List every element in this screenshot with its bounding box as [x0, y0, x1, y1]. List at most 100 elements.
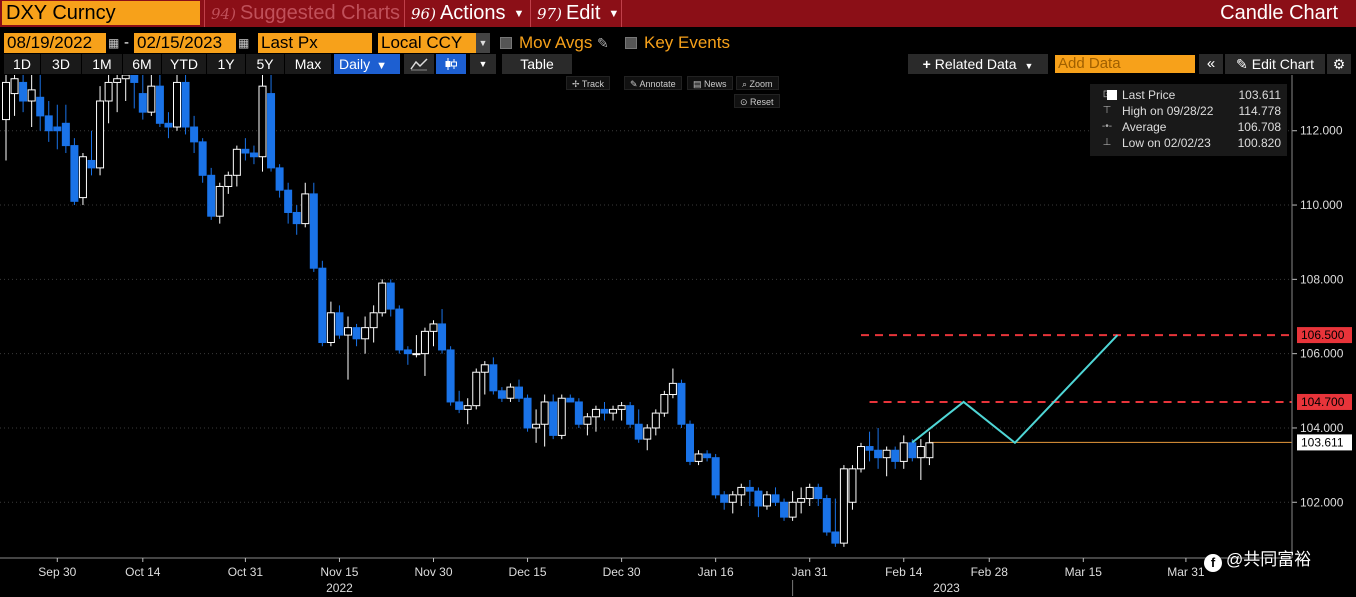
candle-body: [438, 323, 447, 351]
key-events-label[interactable]: Key Events: [644, 33, 730, 52]
annotate-icon: ✎: [630, 79, 640, 89]
candle-body: [2, 81, 10, 121]
candle-body: [480, 364, 489, 373]
candle-body: [771, 494, 780, 503]
down-candle: [720, 491, 729, 510]
edit-menu[interactable]: 97) Edit ▼: [530, 0, 622, 27]
candle-body: [403, 349, 412, 355]
legend-label: Average: [1122, 120, 1167, 134]
x-tick-label: Mar 15: [1065, 565, 1103, 579]
candle-body: [241, 148, 250, 154]
up-candle: [215, 182, 224, 224]
menu-label: Suggested Charts: [239, 2, 401, 24]
up-candle: [27, 75, 36, 128]
down-candle: [335, 305, 344, 339]
table-button[interactable]: Table: [502, 54, 572, 74]
candle-body: [720, 494, 729, 503]
down-candle: [53, 104, 62, 150]
reset-button[interactable]: ⊙ Reset: [734, 94, 780, 108]
up-candle: [762, 491, 771, 510]
candle-body: [506, 386, 515, 399]
key-events-checkbox[interactable]: [625, 37, 637, 49]
down-candle: [292, 205, 301, 235]
candle-body: [207, 174, 216, 217]
top-toolbar: [0, 0, 1356, 27]
candle-chart-icon[interactable]: [436, 54, 466, 74]
period-max-button[interactable]: Max: [285, 54, 331, 74]
zoom-button[interactable]: ⌕ Zoom: [736, 76, 779, 90]
legend-row-high: ⊤ High on 09/28/22 114.778: [1090, 103, 1287, 119]
frequency-select[interactable]: Daily ▼: [334, 54, 400, 74]
ticker-input[interactable]: DXY Curncy: [2, 1, 200, 25]
field-select[interactable]: Last Px: [258, 33, 372, 53]
menu-label: Actions: [439, 2, 506, 24]
chevron-down-icon: ▼: [376, 60, 388, 72]
suggested-charts-menu[interactable]: 94) Suggested Charts: [204, 0, 402, 27]
down-candle: [515, 379, 523, 402]
x-tick-label: Mar 31: [1167, 565, 1205, 579]
down-candle: [138, 75, 147, 120]
candle-body: [805, 486, 814, 500]
candle-body: [591, 408, 600, 418]
dropdown-arrow-icon: ▼: [513, 8, 525, 20]
candle-body: [78, 156, 87, 199]
up-candle: [113, 75, 122, 113]
mov-avgs-label[interactable]: Mov Avgs: [519, 33, 593, 52]
line-chart-glyph: [410, 58, 428, 71]
pencil-icon[interactable]: ✎: [597, 35, 609, 51]
up-candle: [857, 442, 865, 473]
chart-type-dropdown-icon[interactable]: ▼: [470, 54, 496, 74]
end-date-input[interactable]: 02/15/2023: [134, 33, 236, 53]
up-candle: [78, 153, 87, 206]
settings-gear-icon[interactable]: ⚙: [1327, 54, 1351, 74]
news-button[interactable]: ▤ News: [687, 76, 733, 90]
candle-body: [19, 81, 28, 102]
period-6m-button[interactable]: 6M: [123, 54, 161, 74]
line-chart-icon[interactable]: [404, 54, 434, 74]
down-candle: [44, 101, 53, 142]
calendar-icon[interactable]: ▦: [108, 36, 120, 50]
period-3d-button[interactable]: 3D: [41, 54, 81, 74]
edit-chart-button[interactable]: ✎ Edit Chart: [1225, 54, 1325, 74]
down-candle: [523, 394, 532, 432]
mov-avgs-checkbox[interactable]: [500, 37, 512, 49]
down-candle: [19, 75, 28, 113]
period-1y-button[interactable]: 1Y: [207, 54, 245, 74]
period-5y-button[interactable]: 5Y: [246, 54, 284, 74]
down-candle: [566, 394, 575, 403]
start-date-input[interactable]: 08/19/2022: [4, 33, 106, 53]
candle-body: [574, 401, 583, 425]
candle-body: [27, 89, 36, 102]
collapse-left-icon[interactable]: «: [1199, 54, 1223, 74]
x-tick-label: Feb 28: [971, 565, 1009, 579]
candle-body: [899, 442, 908, 462]
candle-body: [292, 211, 301, 225]
calendar-icon[interactable]: ▦: [238, 36, 250, 50]
candle-body: [138, 93, 147, 113]
currency-dropdown-icon[interactable]: ▼: [476, 33, 490, 53]
actions-menu[interactable]: 96) Actions ▼: [404, 0, 528, 27]
add-data-input[interactable]: Add Data: [1055, 55, 1195, 73]
candle-body: [848, 468, 857, 503]
x-tick-label: Oct 31: [228, 565, 264, 579]
down-candle: [549, 394, 558, 440]
candle-body: [190, 126, 199, 143]
period-ytd-button[interactable]: YTD: [162, 54, 206, 74]
legend-label: High on 09/28/22: [1122, 104, 1214, 118]
period-1d-button[interactable]: 1D: [4, 54, 40, 74]
related-data-menu[interactable]: + Related Data ▼: [908, 54, 1048, 74]
currency-select[interactable]: Local CCY: [378, 33, 476, 53]
up-candle: [326, 301, 335, 347]
candle-body: [686, 423, 694, 462]
down-candle: [908, 439, 917, 462]
candle-body: [361, 327, 370, 340]
annotate-button[interactable]: ✎ Annotate: [624, 76, 682, 90]
projection-line: [911, 334, 1119, 445]
track-button[interactable]: ✢ Track: [566, 76, 611, 90]
up-candle: [369, 305, 378, 343]
grid-lines: [0, 130, 1292, 503]
down-candle: [190, 115, 199, 154]
candle-body: [660, 394, 669, 414]
period-1m-button[interactable]: 1M: [82, 54, 122, 74]
